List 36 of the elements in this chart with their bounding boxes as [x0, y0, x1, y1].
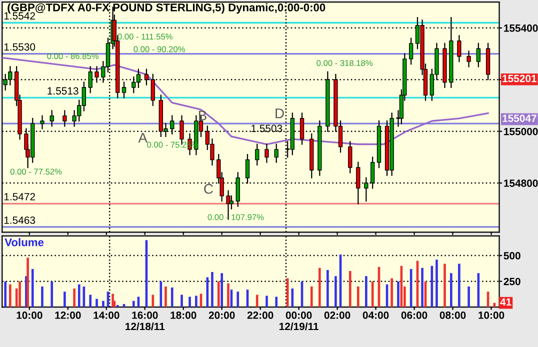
x-tick-label: 04:00 — [362, 312, 389, 319]
x-tick-label: 16:00 12/18/11 — [126, 312, 165, 330]
annotation: 0.00 - 318.18% — [316, 60, 373, 66]
x-tick-label: 10:00 — [16, 312, 42, 319]
x-tick-label: 00:00 12/19/11 — [279, 312, 319, 330]
annotation: 0.00 - 90.20% — [134, 46, 185, 52]
y-tick-label: 154800 — [504, 180, 538, 187]
annotation: 1.5530 — [4, 43, 36, 51]
annotation: 1.5463 — [4, 216, 36, 224]
x-tick-label: 22:00 — [247, 312, 274, 319]
x-tick-label: 06:00 — [401, 312, 428, 319]
annotation: 0.00 - 86.85% — [47, 53, 98, 60]
annotation: D — [276, 108, 284, 118]
x-tick-label: 14:00 — [94, 312, 120, 319]
text: 155201 — [502, 74, 537, 82]
annotation: C — [204, 184, 213, 194]
x-tick-label: 10:00 — [478, 312, 504, 319]
chart-title: Volume — [4, 238, 44, 246]
y-tick-label: 155400 — [504, 24, 538, 32]
annotation: 0.00 - 107.97% — [208, 214, 264, 220]
x-tick-label: 18:00 — [170, 312, 196, 319]
x-tick-label: 02:00 — [324, 312, 350, 319]
x-tick-label: 08:00 — [440, 312, 466, 319]
y-tick-label: 155000 — [504, 128, 538, 136]
chart-title: (GBP@TDFX A0-FX POUND STERLING,5) Dynamic,0:00-0:00 — [8, 3, 326, 14]
annotation: 1.5472 — [4, 193, 35, 200]
annotation: 1.5513 — [48, 87, 78, 95]
y-tick-label: 250 — [504, 278, 520, 286]
x-tick-label: 12:00 — [55, 312, 81, 319]
annotation: 41 — [500, 298, 512, 306]
x-tick-label: 20:00 — [208, 312, 235, 319]
text: 155047 — [502, 114, 536, 122]
annotation: 0.00 - 77.52% — [10, 168, 62, 175]
annotation: A — [138, 133, 148, 143]
annotation: 1.5542 — [4, 12, 35, 20]
y-tick-label: 500 — [504, 252, 520, 260]
